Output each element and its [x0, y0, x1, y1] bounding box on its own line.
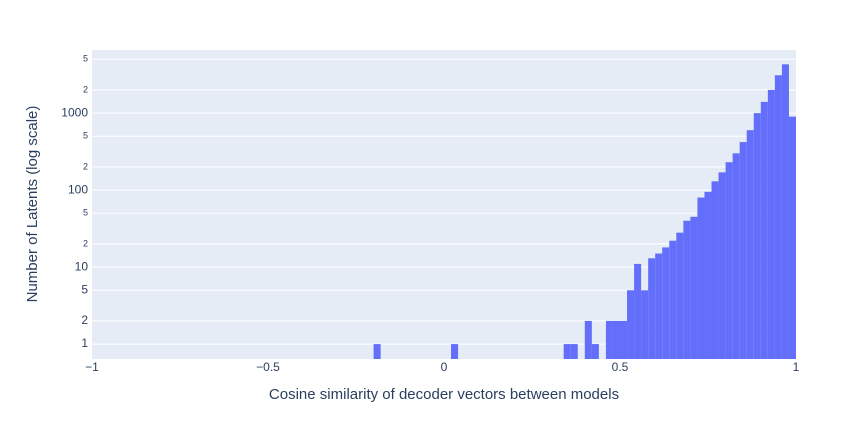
- y-tick-label: 2: [83, 84, 88, 94]
- bar: [711, 181, 719, 359]
- bar: [704, 191, 712, 359]
- y-tick-label: 10: [75, 259, 89, 273]
- x-tick-label: 0.5: [612, 360, 629, 374]
- bar: [669, 240, 677, 359]
- bar: [612, 320, 620, 359]
- x-axis-title: Cosine similarity of decoder vectors bet…: [269, 386, 619, 403]
- bar: [725, 162, 733, 359]
- bar: [634, 263, 642, 359]
- y-tick-label: 1000: [61, 105, 88, 119]
- y-tick-label: 5: [83, 208, 88, 218]
- y-tick-label: 1: [81, 336, 88, 350]
- bar: [739, 142, 747, 359]
- bar: [767, 89, 775, 360]
- bar: [690, 216, 698, 359]
- bar: [451, 344, 459, 359]
- bar: [788, 116, 796, 359]
- x-tick-label: 1: [793, 360, 800, 374]
- y-axis-title: Number of Latents (log scale): [24, 106, 41, 303]
- y-tick-label: 5: [83, 54, 88, 64]
- bar: [662, 247, 670, 359]
- bar: [760, 101, 768, 360]
- y-tick-label: 5: [81, 282, 88, 296]
- y-tick-label: 2: [81, 313, 88, 327]
- bar: [697, 197, 705, 359]
- bar: [584, 320, 592, 359]
- bar: [373, 344, 381, 359]
- bar: [655, 253, 663, 359]
- bar: [781, 64, 789, 359]
- y-tick-label: 100: [68, 182, 88, 196]
- bar: [746, 130, 754, 359]
- bar: [641, 290, 649, 359]
- bar: [732, 153, 740, 359]
- y-tick-label: 5: [83, 131, 88, 141]
- bar: [676, 232, 684, 359]
- bar: [774, 75, 782, 359]
- bar: [648, 258, 656, 359]
- bar: [627, 290, 635, 359]
- bar: [683, 220, 691, 359]
- bar: [718, 172, 726, 359]
- y-tick-label: 2: [83, 238, 88, 248]
- bar: [591, 344, 599, 359]
- bar: [605, 320, 613, 359]
- bar: [570, 344, 578, 359]
- bar: [620, 320, 628, 359]
- bar: [563, 344, 571, 359]
- y-tick-label: 2: [83, 161, 88, 171]
- bar: [753, 113, 761, 359]
- x-tick-label: 0: [441, 360, 448, 374]
- x-tick-label: −0.5: [256, 360, 280, 374]
- x-tick-label: −1: [85, 360, 99, 374]
